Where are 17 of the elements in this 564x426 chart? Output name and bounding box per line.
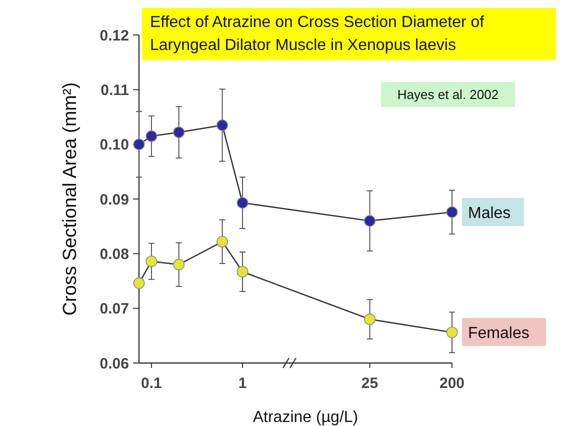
- series-label: Males: [468, 205, 511, 222]
- x-tick-label: 1: [238, 375, 247, 392]
- y-tick-label: 0.10: [100, 136, 129, 154]
- y-tick-label: 0.06: [100, 355, 129, 372]
- annotation: Hayes et al. 2002: [397, 87, 499, 102]
- y-tick-label: 0.09: [100, 191, 129, 208]
- series-label: Females: [468, 325, 530, 342]
- x-axis-title: Atrazine (µg/L): [252, 409, 358, 426]
- y-tick-label: 0.12: [100, 27, 129, 44]
- x-tick-label: 25: [361, 375, 378, 392]
- x-tick-label: 200: [439, 375, 465, 392]
- y-axis-title: Cross Sectional Area (mm²): [60, 82, 81, 316]
- y-tick-label: 0.08: [100, 246, 129, 263]
- y-tick-label: 0.11: [100, 82, 129, 99]
- chart-title: Effect of Atrazine on Cross Section Diameter of Laryngeal Dilator Muscle in Xenopus laevis: [150, 14, 485, 54]
- x-tick-label: 0.1: [141, 375, 162, 392]
- y-tick-label: 0.07: [100, 300, 129, 318]
